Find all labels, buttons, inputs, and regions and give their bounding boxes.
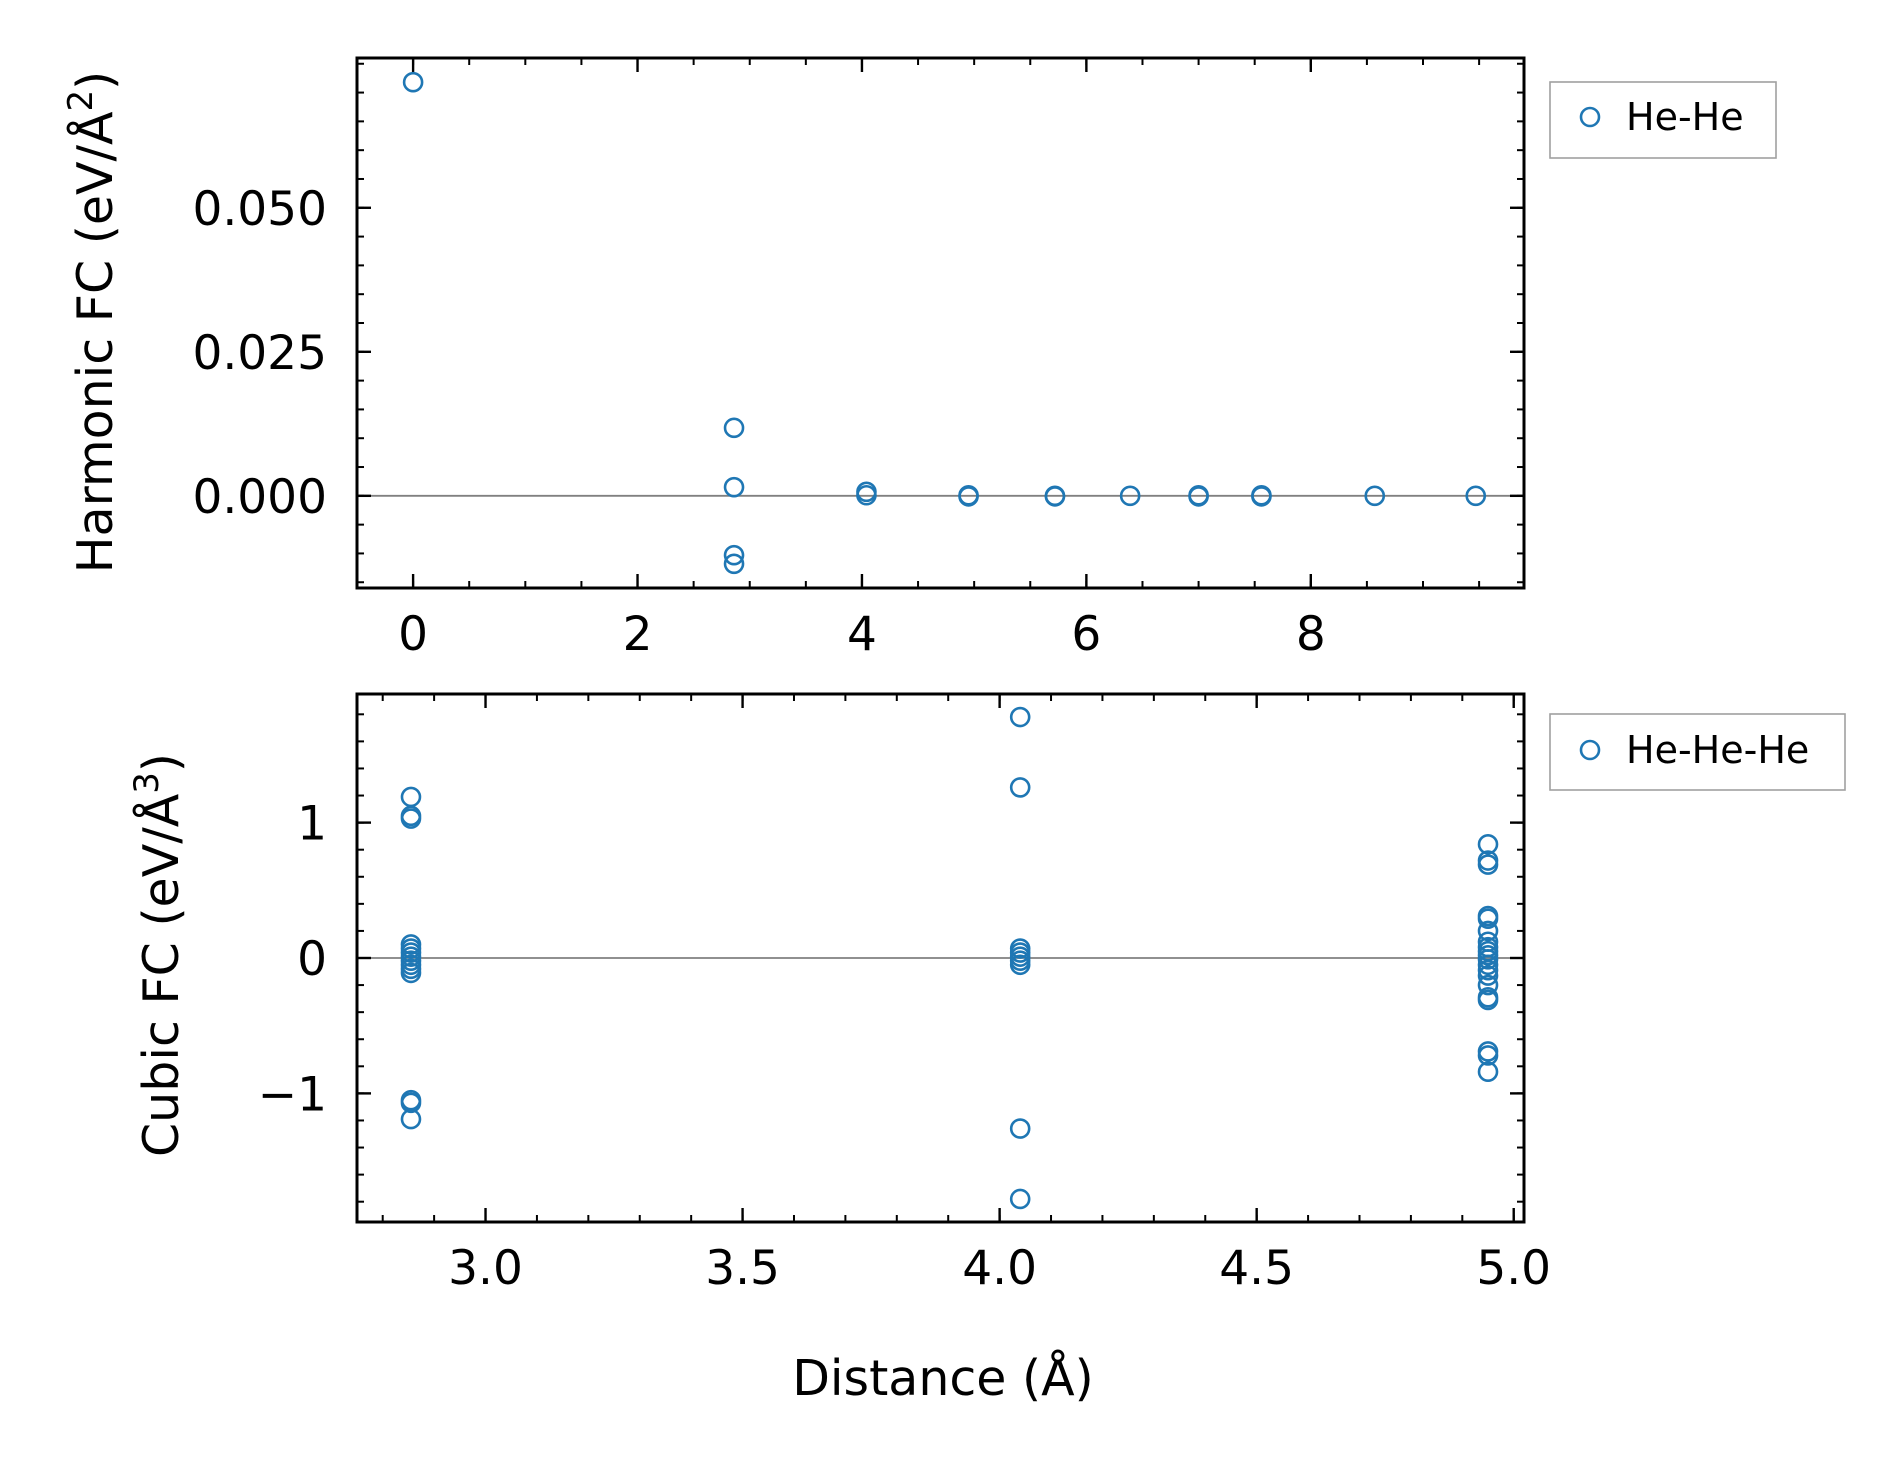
harmonic-data-point	[1465, 485, 1487, 507]
harmonic-fc-panel: Harmonic FC (eV/Å2) He-He 0 2 4 6 8 0.000 0.02…	[61, 56, 1777, 662]
cubic-data-point	[1009, 706, 1031, 728]
cubic-x-tick-label: 4.5	[1219, 1241, 1294, 1296]
cubic-fc-panel: Cubic FC (eV/Å3) Distance (Å) He-He-He 3…	[127, 692, 1846, 1407]
cubic-data-point	[1477, 954, 1499, 976]
cubic-x-tick-label: 4.0	[962, 1241, 1037, 1296]
cubic-data-point	[1477, 989, 1499, 1011]
harmonic-x-tick-label: 0	[398, 607, 428, 662]
cubic-data-point	[1009, 777, 1031, 798]
cubic-y-tick-label: 1	[297, 797, 327, 852]
harmonic-legend-marker	[1579, 106, 1601, 128]
harmonic-y-tick-label: 0.025	[192, 326, 327, 381]
cubic-data-point	[1009, 1118, 1031, 1139]
cubic-data-point	[1477, 920, 1499, 942]
harmonic-data-point	[1044, 486, 1066, 507]
harmonic-data-point	[723, 553, 745, 575]
harmonic-x-tick-label: 8	[1296, 607, 1326, 662]
cubic-data-point	[1477, 1061, 1499, 1083]
harmonic-data-point	[402, 71, 424, 93]
cubic-data-point	[1477, 965, 1499, 986]
cubic-y-tick-label: −1	[258, 1067, 327, 1122]
cubic-data-point	[1477, 1041, 1499, 1062]
harmonic-y-axis-label: Harmonic FC (eV/Å2)	[61, 71, 124, 574]
harmonic-data-point	[958, 486, 979, 507]
harmonic-legend: He-He	[1549, 81, 1777, 159]
cubic-data-point	[1477, 1045, 1499, 1066]
cubic-legend-label: He-He-He	[1626, 728, 1809, 772]
harmonic-legend-label: He-He	[1626, 95, 1744, 139]
harmonic-data-point	[1119, 485, 1141, 507]
cubic-x-tick-label: 3.0	[448, 1241, 523, 1296]
harmonic-x-tick-label: 6	[1071, 607, 1101, 662]
cubic-x-tick-label: 3.5	[705, 1241, 780, 1296]
harmonic-data-point	[1251, 486, 1272, 507]
cubic-legend-marker	[1579, 739, 1601, 761]
harmonic-legend-frame	[1549, 81, 1777, 159]
harmonic-axes-frame	[355, 56, 1526, 590]
cubic-data-point	[1477, 833, 1499, 855]
cubic-data-point	[400, 808, 422, 829]
harmonic-x-tick-label: 2	[623, 607, 653, 662]
x-axis-label: Distance (Å)	[792, 1348, 1094, 1407]
cubic-data-point	[1009, 954, 1031, 976]
cubic-y-axis-label: Cubic FC (eV/Å3)	[127, 753, 190, 1157]
harmonic-x-tick-label: 4	[847, 607, 877, 662]
cubic-y-tick-label: 0	[297, 932, 327, 987]
harmonic-data-point	[723, 417, 745, 439]
harmonic-data-point	[723, 476, 745, 498]
cubic-data-point	[1477, 959, 1499, 981]
cubic-data-point	[1477, 908, 1499, 930]
harmonic-y-tick-label: 0.000	[192, 470, 327, 525]
cubic-data-point	[400, 962, 422, 984]
cubic-data-point	[1477, 949, 1499, 970]
harmonic-data-point	[723, 544, 745, 566]
harmonic-data-point	[1188, 486, 1209, 507]
cubic-data-point	[1009, 1188, 1031, 1210]
harmonic-data-point	[1364, 485, 1386, 507]
cubic-data-point	[400, 786, 422, 808]
cubic-x-tick-label: 5.0	[1476, 1241, 1551, 1296]
cubic-legend: He-He-He	[1549, 713, 1846, 791]
cubic-data-point	[1477, 854, 1499, 875]
harmonic-data-point	[856, 484, 877, 506]
cubic-data-point	[400, 1092, 422, 1114]
cubic-data-point	[1477, 974, 1499, 996]
cubic-axes-frame	[355, 692, 1526, 1224]
harmonic-y-tick-label: 0.050	[192, 182, 327, 237]
cubic-data-point	[400, 1108, 422, 1130]
